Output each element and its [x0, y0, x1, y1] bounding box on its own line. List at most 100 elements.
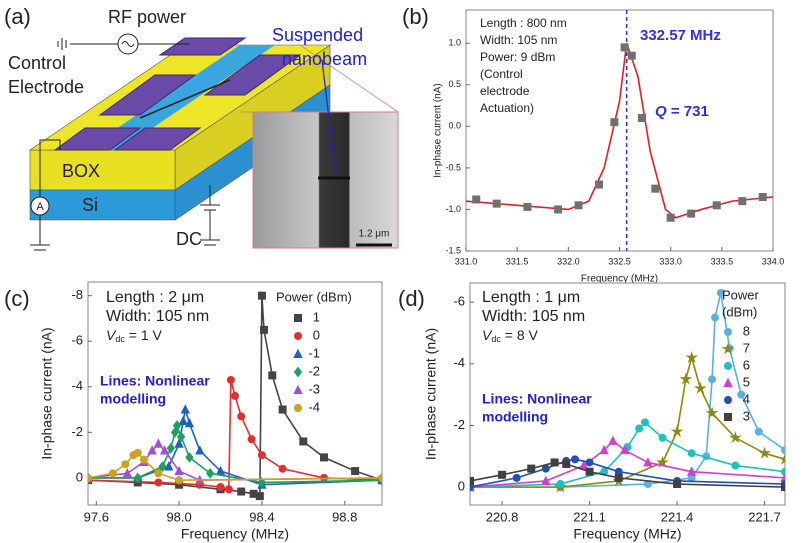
marker — [321, 454, 328, 461]
marker — [493, 200, 500, 207]
marker — [176, 477, 183, 484]
marker — [155, 479, 162, 486]
y-tick-label: -6 — [71, 333, 83, 348]
page: { "panel_labels": ["(a)", "(b)", "(c)", … — [0, 0, 802, 543]
box-front — [30, 150, 175, 190]
q-annotation: Q = 731 — [655, 103, 709, 120]
marker — [167, 444, 174, 453]
si-front — [30, 190, 175, 220]
marker — [586, 459, 593, 466]
marker — [207, 469, 214, 478]
marker — [109, 470, 116, 477]
panel-label: (d) — [398, 286, 425, 311]
x-tick-label: 334.0 — [762, 256, 785, 266]
marker-line-label: 332.57 MHz — [640, 27, 721, 44]
legend-label: -4 — [308, 399, 320, 414]
device-diagram: RF power Control Electrode Suspended nan… — [8, 7, 398, 250]
marker — [688, 210, 695, 217]
legend-title: (dBm) — [722, 304, 757, 319]
marker — [644, 458, 652, 466]
panel-label: (b) — [402, 4, 429, 29]
marker — [269, 372, 276, 379]
x-tick-label: 98.8 — [332, 509, 357, 524]
marker — [181, 405, 189, 413]
marker — [256, 493, 263, 500]
marker — [238, 488, 245, 495]
label: Suspended — [272, 25, 363, 45]
q-symbol: Q — [655, 103, 667, 120]
legend-title: Power — [722, 287, 760, 302]
marker — [155, 470, 162, 477]
x-tick-label: 221.7 — [748, 509, 781, 524]
label: Electrode — [8, 77, 84, 97]
y-tick-label: -1.5 — [445, 245, 461, 255]
y-axis-label: In-phase current (nA) — [423, 328, 439, 460]
marker — [295, 333, 302, 340]
marker — [782, 484, 789, 491]
legend-label: 7 — [743, 340, 750, 355]
legend-title: Power (dBm) — [276, 289, 352, 304]
x-tick-label: 221.4 — [661, 509, 694, 524]
marker — [352, 468, 359, 475]
annotation: Length : 800 nm — [480, 16, 567, 30]
marker — [555, 206, 562, 213]
marker — [674, 481, 681, 488]
marker — [227, 376, 234, 383]
marker — [725, 397, 732, 404]
marker — [732, 462, 739, 469]
marker — [725, 363, 732, 370]
legend-label: 4 — [743, 391, 750, 406]
marker — [279, 465, 286, 472]
marker — [238, 413, 245, 420]
legend-label: 6 — [743, 357, 750, 372]
annotation: Width: 105 nm — [480, 33, 557, 47]
label: A — [36, 201, 44, 213]
marker — [295, 367, 302, 376]
x-tick-label: 332.0 — [557, 256, 580, 266]
annotation: electrode — [480, 84, 530, 98]
model-note: modelling — [100, 391, 166, 407]
series-line — [88, 444, 382, 480]
x-tick-label: 97.6 — [84, 509, 109, 524]
y-tick-label: -4 — [71, 378, 83, 393]
marker — [652, 185, 659, 192]
marker — [528, 465, 535, 472]
label: Control — [8, 53, 66, 73]
marker — [709, 376, 716, 383]
annotation: Vdc = 1 V — [106, 327, 162, 345]
annotation: Length : 2 μm — [106, 289, 204, 306]
y-tick-label: 1.0 — [448, 38, 461, 48]
x-tick-label: 331.0 — [455, 256, 478, 266]
marker — [134, 449, 141, 456]
label: nanobeam — [282, 49, 367, 69]
marker — [258, 452, 265, 459]
marker — [258, 292, 265, 299]
marker — [186, 453, 193, 462]
annotation: Actuation) — [480, 101, 534, 115]
y-tick-label: 0 — [458, 479, 465, 494]
marker — [225, 486, 232, 493]
label: 1.2 μm — [359, 229, 390, 240]
label: RF power — [108, 7, 186, 27]
y-tick-label: -1.0 — [445, 204, 461, 214]
marker — [217, 484, 224, 491]
marker — [759, 193, 766, 200]
marker — [615, 474, 622, 481]
marker — [155, 440, 163, 448]
panel-label: (a) — [4, 4, 31, 29]
model-note: Lines: Nonlinear — [482, 391, 592, 407]
y-tick-label: 0.5 — [448, 79, 461, 89]
legend-label: 0 — [313, 327, 320, 342]
marker — [467, 477, 474, 484]
x-tick-label: 220.8 — [486, 509, 519, 524]
model-note: modelling — [482, 409, 548, 425]
label: DC — [176, 229, 202, 249]
label: Si — [82, 195, 98, 215]
marker — [122, 461, 129, 468]
marker — [248, 436, 255, 443]
marker — [294, 350, 302, 358]
marker — [782, 447, 789, 454]
marker — [672, 427, 681, 436]
